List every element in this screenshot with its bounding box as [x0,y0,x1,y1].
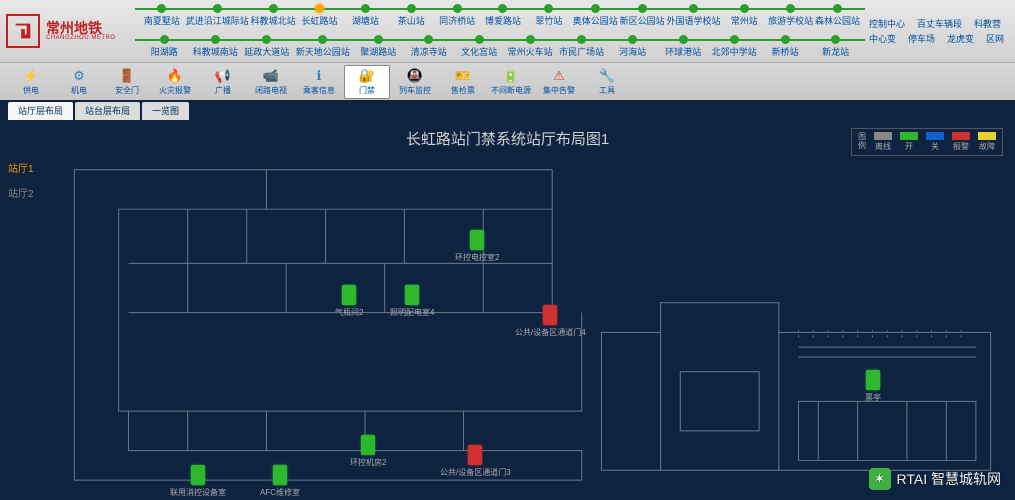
tool-机电[interactable]: ⚙机电 [56,66,102,98]
station-新龙站[interactable]: 新龙站 [814,35,858,58]
topbar: 常州地铁 CHANGZHOU METRO 南夏墅站武进沿江城际站科教城北站长虹路… [0,0,1015,62]
door-公共/设备区通道门3[interactable]: 公共/设备区通道门3 [440,445,511,478]
station-北郊中学站[interactable]: 北郊中学站 [712,35,757,58]
sidebar: 站厅1 站厅2 [8,160,34,200]
menu-百丈车辆段[interactable]: 百丈车辆段 [917,17,962,30]
station-市民广场站[interactable]: 市民广场站 [559,35,604,58]
menu-控制中心[interactable]: 控制中心 [869,17,905,30]
列车监控-icon: 🚇 [407,68,423,84]
tool-广播[interactable]: 📢广播 [200,66,246,98]
station-新桥站[interactable]: 新桥站 [763,35,807,58]
station-新区公园站[interactable]: 新区公园站 [620,4,665,27]
station-同济桥站[interactable]: 同济桥站 [435,4,479,27]
door-公共/设备区通道门4[interactable]: 公共/设备区通道门4 [515,305,586,338]
station-常州火车站[interactable]: 常州火车站 [508,35,553,58]
tool-供电[interactable]: ⚡供电 [8,66,54,98]
door-环控机房2[interactable]: 环控机房2 [350,435,386,468]
station-翠竹站[interactable]: 翠竹站 [527,4,571,27]
供电-icon: ⚡ [23,68,39,84]
station-清凉寺站[interactable]: 清凉寺站 [407,35,451,58]
door-照明配电室4[interactable]: 照明配电室4 [390,285,434,318]
tool-工具[interactable]: 🔧工具 [584,66,630,98]
机电-icon: ⚙ [71,68,87,84]
tab-站台层布局[interactable]: 站台层布局 [75,102,140,120]
watermark: ✶ RTAI 智慧城轨网 [869,468,1002,490]
集中告警-icon: ⚠ [551,68,567,84]
station-博爱路站[interactable]: 博爱路站 [481,4,525,27]
station-旅游学校站[interactable]: 旅游学校站 [768,4,813,27]
station-常州站[interactable]: 常州站 [722,4,766,27]
station-武进沿江城际站[interactable]: 武进沿江城际站 [186,4,249,27]
logo-text: 常州地铁 [46,21,116,35]
station-阳湖路[interactable]: 阳湖路 [142,35,186,58]
menu-中心变[interactable]: 中心变 [869,32,896,45]
door-AFC维修室[interactable]: AFC维修室 [260,465,300,498]
乘客信息-icon: ℹ [311,68,327,84]
tool-门禁[interactable]: 🔐门禁 [344,65,390,99]
legend-离线: 离线 [874,132,892,152]
tool-不间断电源[interactable]: 🔋不间断电源 [488,66,534,98]
tool-火灾报警[interactable]: 🔥火灾报警 [152,66,198,98]
sidebar-站厅2[interactable]: 站厅2 [8,185,34,200]
station-lines: 南夏墅站武进沿江城际站科教城北站长虹路站湖塘站茶山站同济桥站博爱路站翠竹站奥体公… [135,0,865,62]
station-聚湖路站[interactable]: 聚湖路站 [356,35,400,58]
door-票亭[interactable]: 票亭 [865,370,881,403]
menu-区网[interactable]: 区网 [986,32,1004,45]
火灾报警-icon: 🔥 [167,68,183,84]
tool-安全门[interactable]: 🚪安全门 [104,66,150,98]
tab-站厅层布局[interactable]: 站厅层布局 [8,102,73,120]
legend: 图例 离线开关报警故障 [851,128,1003,156]
station-外国语学校站[interactable]: 外国语学校站 [666,4,720,27]
legend-关: 关 [926,132,944,152]
station-湖塘站[interactable]: 湖塘站 [343,4,387,27]
station-奥体公园站[interactable]: 奥体公园站 [573,4,618,27]
legend-开: 开 [900,132,918,152]
闭路电视-icon: 📹 [263,68,279,84]
floorplan: 环控电控室2气瓶间2照明配电室4公共/设备区通道门4联用消控设备室AFC维修室环… [60,155,1005,490]
door-环控电控室2[interactable]: 环控电控室2 [455,230,499,263]
station-茶山站[interactable]: 茶山站 [389,4,433,27]
tool-集中告警[interactable]: ⚠集中告警 [536,66,582,98]
station-长虹路站[interactable]: 长虹路站 [298,4,342,27]
sidebar-站厅1[interactable]: 站厅1 [8,160,34,175]
tool-售检票[interactable]: 🎫售检票 [440,66,486,98]
menu-科教营[interactable]: 科教营 [974,17,1001,30]
station-新天地公园站[interactable]: 新天地公园站 [296,35,350,58]
工具-icon: 🔧 [599,68,615,84]
tool-列车监控[interactable]: 🚇列车监控 [392,66,438,98]
安全门-icon: 🚪 [119,68,135,84]
广播-icon: 📢 [215,68,231,84]
legend-报警: 报警 [952,132,970,152]
right-menu: 控制中心百丈车辆段科教营中心变停车场龙虎变区网 [865,0,1015,62]
门禁-icon: 🔐 [359,68,375,84]
station-森林公园站[interactable]: 森林公园站 [815,4,860,27]
station-延政大道站[interactable]: 延政大道站 [244,35,289,58]
legend-故障: 故障 [978,132,996,152]
menu-龙虎变[interactable]: 龙虎变 [947,32,974,45]
售检票-icon: 🎫 [455,68,471,84]
tool-乘客信息[interactable]: ℹ乘客信息 [296,66,342,98]
main-view: 长虹路站门禁系统站厅布局图1 图例 离线开关报警故障 站厅1 站厅2 [0,120,1015,500]
door-气瓶间2[interactable]: 气瓶间2 [335,285,363,318]
station-文化宫站[interactable]: 文化宫站 [457,35,501,58]
logo-subtext: CHANGZHOU METRO [46,35,116,41]
station-河海站[interactable]: 河海站 [611,35,655,58]
logo-icon [6,14,40,48]
menu-停车场[interactable]: 停车场 [908,32,935,45]
不间断电源-icon: 🔋 [503,68,519,84]
station-环球港站[interactable]: 环球港站 [661,35,705,58]
page-title: 长虹路站门禁系统站厅布局图1 [406,128,609,149]
toolbar: ⚡供电⚙机电🚪安全门🔥火灾报警📢广播📹闭路电视ℹ乘客信息🔐门禁🚇列车监控🎫售检票… [0,62,1015,100]
station-科教城南站[interactable]: 科教城南站 [193,35,238,58]
watermark-text: RTAI 智慧城轨网 [897,469,1002,489]
tool-闭路电视[interactable]: 📹闭路电视 [248,66,294,98]
tab-一览图[interactable]: 一览图 [142,102,189,120]
station-南夏墅站[interactable]: 南夏墅站 [140,4,184,27]
wechat-icon: ✶ [869,468,891,490]
station-科教城北站[interactable]: 科教城北站 [251,4,296,27]
door-联用消控设备室[interactable]: 联用消控设备室 [170,465,226,498]
logo: 常州地铁 CHANGZHOU METRO [0,0,135,62]
tabs: 站厅层布局站台层布局一览图 [0,100,1015,120]
